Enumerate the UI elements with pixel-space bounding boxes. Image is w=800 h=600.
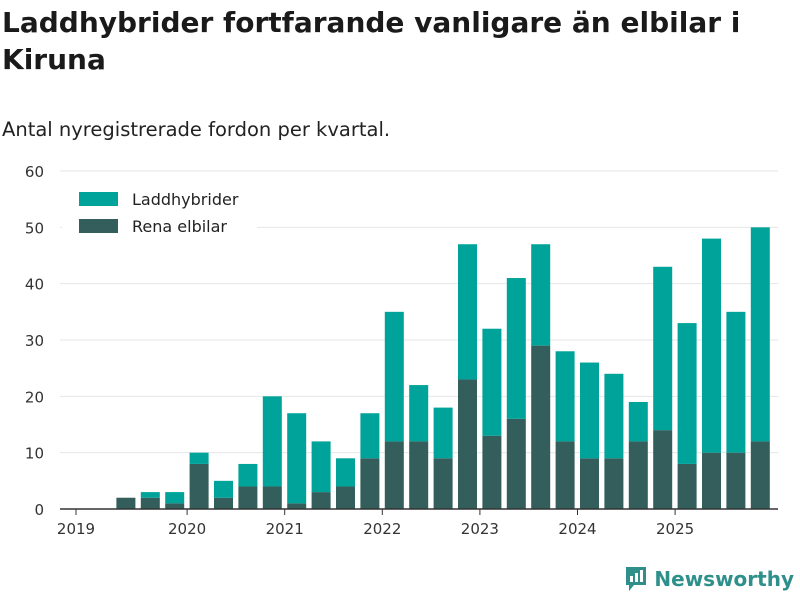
bar-laddhybrider: 2024 Q3: 7 — [628, 401, 648, 442]
bar-rena-elbilar: 2023 Q1: 13 — [482, 435, 502, 509]
bar-laddhybrider: 2024 Q1: 17 — [580, 362, 599, 459]
bar-laddhybrider: 2022 Q4: 24 — [458, 244, 477, 380]
brand-name: Newsworthy — [654, 567, 794, 591]
bar-laddhybrider: 2022 Q3: 9 — [433, 407, 453, 459]
y-tick-label: 0 — [34, 501, 44, 519]
bar-rena-elbilar: 2020 Q1: 8 — [189, 463, 209, 509]
x-tick-label: 2020 — [168, 520, 206, 538]
bar-laddhybrider: 2020 Q2: 3 — [214, 480, 233, 498]
bar-laddhybrider: 2023 Q4: 16 — [555, 351, 575, 442]
bar-laddhybrider: 2022 Q1: 23 — [384, 311, 404, 442]
bar-rena-elbilar: 2021 Q4: 9 — [360, 458, 380, 509]
bar-laddhybrider: 2023 Q3: 18 — [531, 244, 551, 346]
x-tick-label: 2023 — [461, 520, 499, 538]
bar-rena-elbilar: 2019 Q4: 1 — [165, 503, 185, 509]
bar-rena-elbilar: 2023 Q2: 16 — [506, 418, 526, 509]
bar-rena-elbilar: 2024 Q3: 12 — [628, 441, 648, 509]
legend-swatch-rena-elbilar — [79, 219, 118, 233]
bar-rena-elbilar: 2025 Q2: 10 — [702, 452, 721, 509]
bar-rena-elbilar: 2020 Q4: 4 — [262, 486, 282, 509]
y-tick-label: 50 — [25, 219, 44, 237]
bar-laddhybrider: 2019 Q3: 1 — [140, 492, 160, 498]
y-tick-label: 30 — [25, 332, 44, 350]
bar-laddhybrider: 2025 Q2: 38 — [702, 238, 721, 453]
bar-laddhybrider: 2021 Q3: 5 — [336, 458, 355, 487]
bar-rena-elbilar: 2024 Q4: 14 — [653, 430, 673, 509]
legend-label: Rena elbilar — [132, 217, 227, 236]
legend-swatch-laddhybrider — [79, 192, 118, 206]
bar-laddhybrider: 2024 Q4: 29 — [653, 266, 673, 431]
bar-laddhybrider: 2024 Q2: 15 — [604, 373, 624, 459]
bar-rena-elbilar: 2021 Q2: 3 — [311, 492, 331, 509]
bar-rena-elbilar: 2023 Q3: 29 — [531, 345, 551, 509]
bar-rena-elbilar: 2022 Q4: 23 — [458, 379, 477, 509]
bar-rena-elbilar: 2024 Q2: 9 — [604, 458, 624, 509]
bar-rena-elbilar: 2023 Q4: 12 — [555, 441, 575, 509]
bar-rena-elbilar: 2022 Q1: 12 — [384, 441, 404, 509]
bar-laddhybrider: 2021 Q2: 9 — [311, 441, 331, 493]
bar-rena-elbilar: 2022 Q2: 12 — [409, 441, 429, 509]
x-tick-label: 2021 — [266, 520, 304, 538]
newsworthy-logo-icon — [626, 567, 647, 591]
bar-rena-elbilar: 2022 Q3: 9 — [433, 458, 453, 509]
bar-laddhybrider: 2019 Q4: 2 — [165, 492, 185, 504]
legend-label: Laddhybrider — [132, 190, 239, 209]
chart-subtitle: Antal nyregistrerade fordon per kvartal. — [2, 118, 391, 141]
y-tick-label: 40 — [25, 276, 44, 294]
bar-laddhybrider: 2025 Q1: 25 — [677, 323, 697, 464]
bar-rena-elbilar: 2021 Q3: 4 — [336, 486, 355, 509]
bar-laddhybrider: 2025 Q3: 25 — [726, 311, 746, 453]
y-tick-label: 20 — [25, 388, 44, 406]
x-tick-label: 2024 — [558, 520, 596, 538]
bar-rena-elbilar: 2020 Q2: 2 — [214, 497, 233, 509]
bar-rena-elbilar: 2025 Q3: 10 — [726, 452, 746, 509]
bar-laddhybrider: 2023 Q2: 25 — [506, 278, 526, 419]
x-tick-label: 2019 — [57, 520, 95, 538]
bar-laddhybrider: 2022 Q2: 10 — [409, 385, 429, 442]
bar-rena-elbilar: 2021 Q1: 1 — [287, 503, 307, 509]
bar-rena-elbilar: 2025 Q4: 12 — [750, 441, 770, 509]
bar-laddhybrider: 2021 Q1: 16 — [287, 413, 307, 504]
bar-laddhybrider: 2021 Q4: 8 — [360, 413, 380, 459]
bar-laddhybrider: 2020 Q3: 4 — [238, 463, 258, 487]
bar-laddhybrider: 2025 Q4: 38 — [750, 227, 770, 442]
x-tick-label: 2022 — [363, 520, 401, 538]
newsworthy-logo: Newsworthy — [624, 564, 794, 594]
bar-rena-elbilar: 2025 Q1: 8 — [677, 463, 697, 509]
bar-rena-elbilar: 2024 Q1: 9 — [580, 458, 599, 509]
bar-laddhybrider: 2023 Q1: 19 — [482, 328, 502, 436]
chart-title: Laddhybrider fortfarande vanligare än el… — [2, 6, 741, 76]
bar-rena-elbilar: 2019 Q2: 2 — [116, 497, 136, 509]
y-tick-label: 60 — [25, 163, 44, 181]
x-tick-label: 2025 — [656, 520, 694, 538]
y-tick-label: 10 — [25, 445, 44, 463]
bar-rena-elbilar: 2019 Q3: 2 — [140, 497, 160, 509]
bar-laddhybrider: 2020 Q1: 2 — [189, 452, 209, 464]
bar-rena-elbilar: 2020 Q3: 4 — [238, 486, 258, 509]
bar-laddhybrider: 2020 Q4: 16 — [262, 396, 282, 487]
